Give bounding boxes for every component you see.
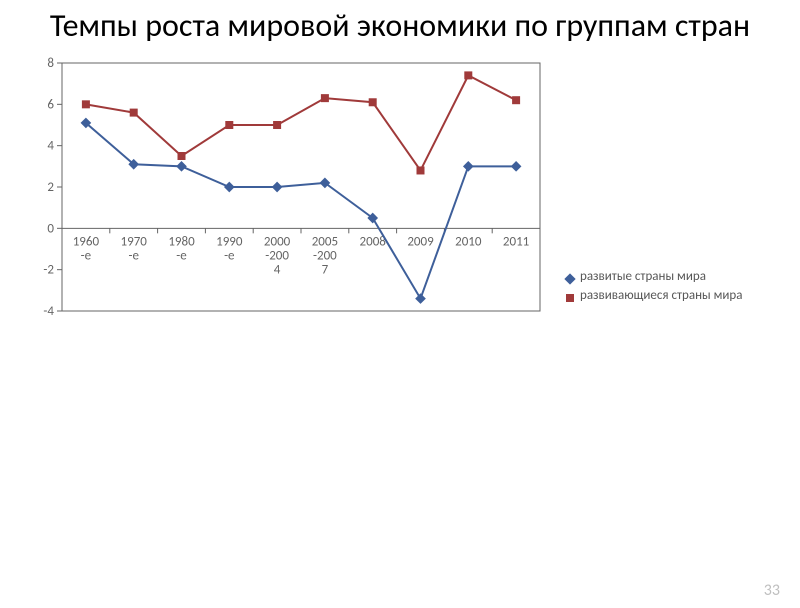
svg-text:8: 8 xyxy=(47,57,54,71)
svg-text:2: 2 xyxy=(47,180,54,195)
svg-text:1960-е: 1960-е xyxy=(73,234,100,263)
diamond-icon xyxy=(564,273,575,284)
svg-text:2000-2004: 2000-2004 xyxy=(264,234,291,277)
page-number: 33 xyxy=(764,581,780,600)
svg-text:-2: -2 xyxy=(43,262,54,277)
chart-container: -4 -2 0 2 4 6 8 1960-е 1970-е 1980-е 1990-е 2000-20… xyxy=(28,57,800,382)
svg-text:1980-е: 1980-е xyxy=(168,234,195,263)
legend-item-developing: развивающиеся страны мира xyxy=(566,289,743,304)
line-chart: -4 -2 0 2 4 6 8 1960-е 1970-е 1980-е 1990-е 2000-20… xyxy=(28,57,548,377)
svg-text:1990-е: 1990-е xyxy=(216,234,243,263)
svg-text:-4: -4 xyxy=(43,304,54,319)
svg-text:2011: 2011 xyxy=(503,234,529,249)
svg-text:2005-2007: 2005-2007 xyxy=(312,234,338,277)
legend-label-developing: развивающиеся страны мира xyxy=(580,289,743,304)
svg-text:2008: 2008 xyxy=(360,234,387,249)
svg-text:2009: 2009 xyxy=(407,234,434,249)
svg-text:4: 4 xyxy=(47,138,54,153)
svg-text:0: 0 xyxy=(47,221,54,236)
chart-title: Темпы роста мировой экономики по группам… xyxy=(20,8,780,45)
svg-text:6: 6 xyxy=(47,97,54,112)
svg-text:1970-е: 1970-е xyxy=(121,234,148,263)
legend-item-developed: развитые страны мира xyxy=(566,270,743,285)
square-icon xyxy=(566,294,574,302)
svg-text:2010: 2010 xyxy=(455,234,482,249)
legend: развитые страны мира развивающиеся стран… xyxy=(566,270,743,308)
legend-label-developed: развитые страны мира xyxy=(580,270,706,285)
